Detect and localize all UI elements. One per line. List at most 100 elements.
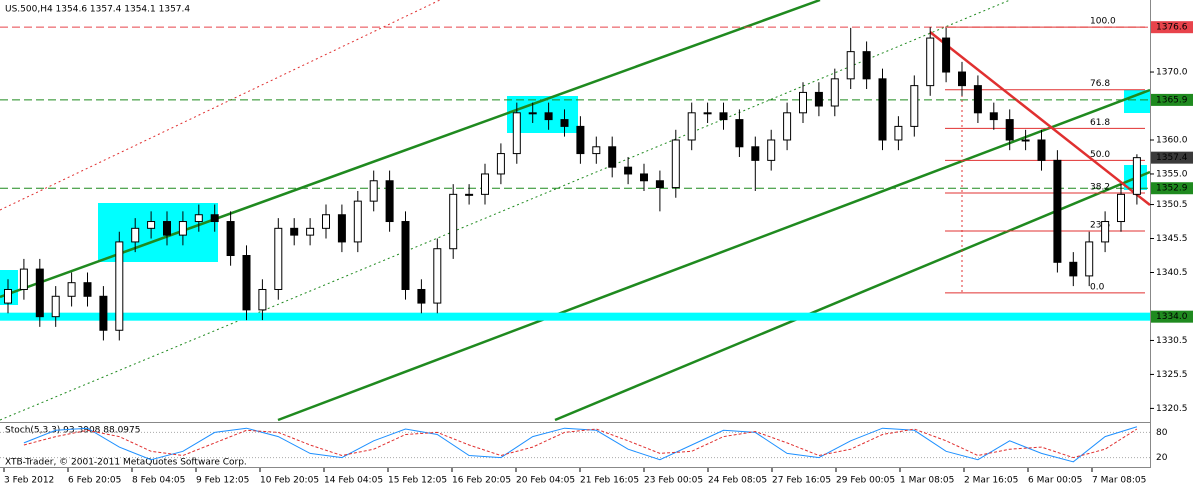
stoch-tick-label: 20 [1156,453,1168,463]
candle-body [592,146,601,155]
fib-label: 38.2 [1090,182,1110,192]
level-label: 1357.4 [1156,153,1188,163]
candle-body [353,200,362,243]
trend-line [554,170,1151,422]
candle-body [99,295,108,331]
candle-body [115,241,124,331]
candle-body [210,214,219,223]
chart-title: US.500,H4 1354.6 1357.4 1354.1 1357.4 [5,5,190,15]
fib-label: 76.8 [1090,79,1110,89]
y-tick-label: 1345.5 [1156,234,1188,244]
candle-body [655,180,664,189]
candle-body [1021,139,1030,142]
candle-body [481,173,489,195]
level-label: 1365.9 [1156,95,1188,105]
fib-label: 23.6 [1090,221,1110,231]
candle-body [1069,261,1078,277]
candle-body [385,180,394,223]
candle-body [131,227,140,243]
candle-body [1037,139,1046,161]
candle-body [846,51,855,80]
y-tick-label: 1355.0 [1156,169,1188,179]
candle-body [194,214,203,223]
x-tick-label: 1 Mar 08:05 [900,476,954,486]
candle-body [465,193,474,196]
candle-body [1117,193,1125,223]
level-box [1151,93,1193,106]
y-tick-label: 1370.0 [1156,68,1188,78]
level-band [0,312,1150,321]
candle-body [1101,221,1110,243]
zone-box [1124,90,1150,113]
candle-body [19,268,28,290]
candle-body [926,37,935,87]
level-box [1151,21,1193,34]
candle-body [417,288,426,304]
candle-body [878,78,887,141]
candle-body [973,85,982,114]
candle-body [242,255,251,311]
candle-body [719,112,728,121]
x-tick-label: 16 Feb 20:05 [452,476,511,486]
candle-body [830,78,839,107]
candle-body [35,268,44,318]
y-tick-label: 1325.5 [1156,370,1188,380]
candle-body [783,112,792,141]
candle-body [306,227,315,236]
x-tick-label: 21 Feb 16:05 [580,476,639,486]
fib-label: 0.0 [1090,282,1105,292]
candle-body [910,85,919,127]
x-tick-label: 15 Feb 12:05 [388,476,447,486]
candle-body [687,112,696,141]
candle-body [528,112,537,115]
candle-body [147,221,156,229]
candle-body [67,282,76,297]
candle-body [163,221,171,236]
candle-body [671,139,680,189]
candle-body [496,153,505,175]
candle-body [433,248,442,304]
candle-body [942,37,951,73]
candle-body [274,227,283,290]
candle-body [401,221,410,290]
x-tick-label: 24 Feb 08:05 [708,476,767,486]
candle-body [862,51,871,80]
candle-body [989,112,998,121]
candle-body [1085,241,1094,277]
x-tick-label: 27 Feb 16:05 [772,476,831,486]
candle-body [1132,157,1141,195]
level-label: 1376.6 [1156,23,1188,33]
candle-body [1005,119,1014,141]
candle-body [51,295,60,318]
candle-body [624,166,633,175]
fib-label: 61.8 [1090,118,1110,128]
x-tick-label: 3 Feb 2012 [4,476,54,486]
candle-body [83,282,92,297]
candle-body [703,112,712,115]
fib-label: 100.0 [1090,17,1116,27]
candle-body [767,139,776,161]
candle-body [337,214,346,243]
candle-body [544,112,553,121]
candle-body [640,173,648,182]
candle-body [799,91,807,114]
x-tick-label: 10 Feb 20:05 [260,476,319,486]
level-box [1151,151,1193,164]
x-tick-label: 9 Feb 12:05 [196,476,249,486]
candle-body [894,125,903,141]
candle-body [814,91,823,107]
candle-body [1053,159,1062,263]
candle-body [576,125,585,155]
indicator-label: Stoch(5,3,3) 93.3908 88.0975 [5,426,140,436]
x-tick-label: 2 Mar 16:05 [964,476,1018,486]
candle-body [449,193,458,250]
y-tick-label: 1360.0 [1156,135,1188,145]
x-tick-label: 8 Feb 04:05 [132,476,185,486]
y-tick-label: 1320.5 [1156,404,1188,414]
candle-body [560,119,569,127]
x-tick-label: 20 Feb 04:05 [516,476,575,486]
candle-body [322,214,330,229]
x-tick-label: 23 Feb 00:05 [644,476,703,486]
candle-body [178,221,187,236]
